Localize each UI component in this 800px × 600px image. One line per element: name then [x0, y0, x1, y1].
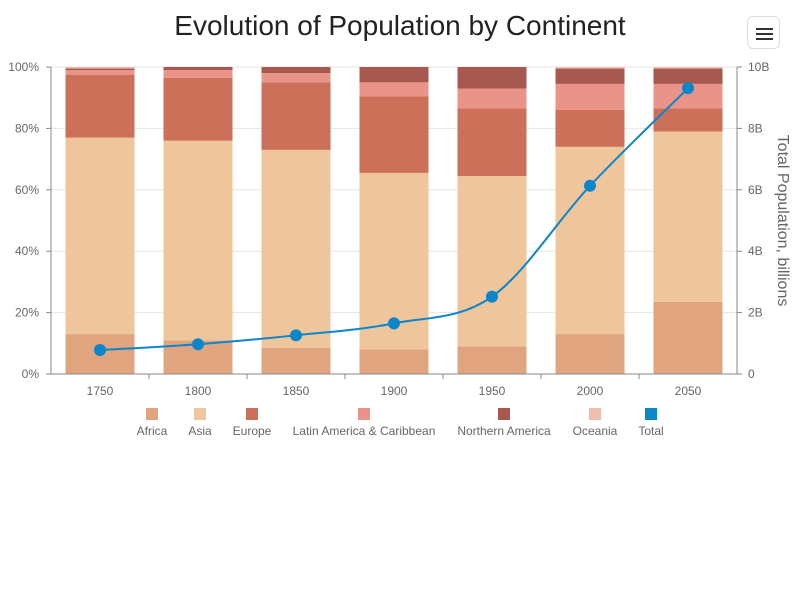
bar-segment[interactable] — [555, 109, 625, 147]
bar-segment[interactable] — [261, 67, 331, 74]
chart-title: Evolution of Population by Continent — [174, 10, 626, 41]
y-right-tick-label: 4B — [748, 244, 763, 258]
y-left-tick-label: 60% — [15, 183, 39, 197]
legend-label[interactable]: Europe — [233, 424, 272, 438]
bar-segment[interactable] — [65, 137, 135, 335]
bar-segment[interactable] — [555, 68, 625, 84]
bar-segment[interactable] — [261, 347, 331, 374]
chart-menu-button[interactable] — [747, 16, 780, 49]
legend-label[interactable]: Latin America & Caribbean — [293, 424, 436, 438]
x-tick-label: 1750 — [87, 384, 114, 398]
y-right-tick-label: 2B — [748, 306, 763, 320]
total-point[interactable] — [290, 329, 302, 342]
total-point[interactable] — [388, 317, 400, 330]
bar-segment[interactable] — [555, 67, 625, 69]
legend-label[interactable]: Total — [638, 424, 663, 438]
y-left-tick-label: 100% — [8, 60, 39, 74]
total-point[interactable] — [682, 82, 694, 95]
legend-label[interactable]: Northern America — [457, 424, 551, 438]
bar-segment[interactable] — [163, 70, 233, 78]
y-right-axis-title: Total Population, billions — [774, 135, 791, 307]
legend-label[interactable]: Asia — [188, 424, 212, 438]
y-left-tick-label: 0% — [22, 367, 40, 381]
legend-swatch[interactable] — [146, 408, 158, 420]
x-tick-label: 1950 — [479, 384, 506, 398]
bar-segment[interactable] — [653, 301, 723, 374]
bar-segment[interactable] — [261, 149, 331, 348]
bar-segment[interactable] — [359, 82, 429, 97]
total-point[interactable] — [94, 344, 106, 357]
y-right-tick-label: 8B — [748, 121, 763, 135]
bar-segment[interactable] — [653, 67, 723, 69]
legend-label[interactable]: Oceania — [573, 424, 618, 438]
y-right-tick-label: 10B — [748, 60, 769, 74]
bar-segment[interactable] — [261, 82, 331, 150]
bar-segment[interactable] — [555, 334, 625, 374]
legend-swatch[interactable] — [194, 408, 206, 420]
legend-swatch[interactable] — [358, 408, 370, 420]
bar-segment[interactable] — [359, 96, 429, 173]
x-tick-label: 2050 — [675, 384, 702, 398]
x-tick-label: 1850 — [283, 384, 310, 398]
bar-segment[interactable] — [457, 88, 527, 109]
bar-segment[interactable] — [555, 146, 625, 335]
bar-segment[interactable] — [653, 108, 723, 132]
legend-swatch[interactable] — [589, 408, 601, 420]
x-tick-label: 1900 — [381, 384, 408, 398]
bar-segment[interactable] — [163, 140, 233, 341]
bar-segment[interactable] — [359, 67, 429, 83]
y-left-tick-label: 20% — [15, 306, 39, 320]
y-right-tick-label: 0 — [748, 367, 755, 381]
y-left-tick-label: 80% — [15, 121, 39, 135]
bar-segment[interactable] — [653, 68, 723, 84]
legend-swatch[interactable] — [246, 408, 258, 420]
bar-segment[interactable] — [65, 67, 135, 69]
y-left-tick-label: 40% — [15, 244, 39, 258]
x-tick-label: 1800 — [185, 384, 212, 398]
legend-swatch[interactable] — [645, 408, 657, 420]
bar-segment[interactable] — [163, 67, 233, 71]
total-point[interactable] — [486, 290, 498, 303]
bar-segment[interactable] — [65, 74, 135, 138]
bar-segment[interactable] — [653, 131, 723, 302]
bar-segment[interactable] — [359, 349, 429, 374]
total-point[interactable] — [584, 179, 596, 192]
bar-segment[interactable] — [457, 108, 527, 176]
bar-segment[interactable] — [65, 68, 135, 71]
y-right-tick-label: 6B — [748, 183, 763, 197]
total-point[interactable] — [192, 338, 204, 351]
bar-segment[interactable] — [163, 77, 233, 141]
x-tick-label: 2000 — [577, 384, 604, 398]
bar-segment[interactable] — [457, 346, 527, 374]
bar-segment[interactable] — [65, 70, 135, 75]
legend-swatch[interactable] — [498, 408, 510, 420]
bar-segment[interactable] — [261, 73, 331, 83]
bar-segment[interactable] — [457, 67, 527, 89]
legend-label[interactable]: Africa — [137, 424, 168, 438]
bar-segment[interactable] — [457, 175, 527, 347]
bar-segment[interactable] — [555, 83, 625, 110]
